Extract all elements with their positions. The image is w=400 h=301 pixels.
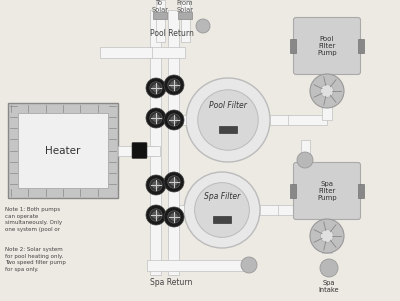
Text: Pool Filter: Pool Filter <box>209 101 247 110</box>
Circle shape <box>146 175 166 195</box>
Bar <box>290 39 296 53</box>
Bar <box>278 205 327 215</box>
FancyBboxPatch shape <box>294 163 360 219</box>
Bar <box>179 115 186 125</box>
Bar <box>358 184 364 198</box>
Circle shape <box>152 212 160 219</box>
Circle shape <box>170 178 178 185</box>
FancyBboxPatch shape <box>132 142 147 159</box>
Circle shape <box>186 78 270 162</box>
Bar <box>168 10 178 275</box>
Bar <box>288 115 327 125</box>
Circle shape <box>152 182 160 188</box>
Bar <box>322 73 332 108</box>
Bar <box>18 113 108 188</box>
Circle shape <box>152 85 160 92</box>
Bar <box>100 46 152 57</box>
Text: Spa
Intake: Spa Intake <box>319 280 339 293</box>
Bar <box>213 216 231 223</box>
Text: Note 1: Both pumps
can operate
simultaneously. Only
one system (pool or: Note 1: Both pumps can operate simultane… <box>5 207 62 232</box>
Circle shape <box>297 152 313 168</box>
Circle shape <box>168 176 180 188</box>
Bar <box>300 140 310 162</box>
Text: Pool
Intake: Pool Intake <box>298 171 318 184</box>
Circle shape <box>184 172 260 248</box>
Bar <box>358 39 364 53</box>
Bar <box>260 205 280 215</box>
Circle shape <box>168 79 180 91</box>
Bar <box>150 10 160 275</box>
Bar <box>147 46 185 57</box>
Text: Note 2: Solar system
for pool heating only.
Two speed filter pump
for spa only.: Note 2: Solar system for pool heating on… <box>5 247 66 272</box>
Circle shape <box>310 219 344 253</box>
Circle shape <box>150 179 162 191</box>
Bar <box>322 74 332 120</box>
Bar <box>180 0 190 42</box>
Bar <box>290 184 296 198</box>
Bar <box>135 145 160 156</box>
Circle shape <box>168 211 180 223</box>
Circle shape <box>164 110 184 130</box>
Bar <box>147 259 247 271</box>
Bar <box>156 0 164 42</box>
Text: To
Solar: To Solar <box>152 0 168 13</box>
Circle shape <box>170 116 178 123</box>
Circle shape <box>170 82 178 88</box>
Circle shape <box>196 19 210 33</box>
Circle shape <box>152 114 160 122</box>
Text: Pool Return: Pool Return <box>150 29 194 38</box>
Circle shape <box>150 209 162 221</box>
Circle shape <box>146 78 166 98</box>
Text: Spa Filter: Spa Filter <box>204 192 240 201</box>
Circle shape <box>150 82 162 94</box>
Circle shape <box>320 230 334 243</box>
Circle shape <box>164 172 184 192</box>
Circle shape <box>320 85 334 98</box>
Bar <box>322 218 332 253</box>
Text: Spa Return: Spa Return <box>150 278 192 287</box>
Circle shape <box>241 257 257 273</box>
Circle shape <box>170 213 178 221</box>
Text: Heater: Heater <box>45 145 81 156</box>
Circle shape <box>320 259 338 277</box>
Circle shape <box>310 74 344 108</box>
Circle shape <box>164 75 184 95</box>
Circle shape <box>168 114 180 126</box>
Circle shape <box>164 207 184 227</box>
Bar <box>322 210 332 219</box>
Circle shape <box>195 183 249 237</box>
Bar <box>219 126 237 133</box>
Bar <box>179 205 184 215</box>
FancyBboxPatch shape <box>294 17 360 75</box>
Circle shape <box>198 90 258 150</box>
Bar <box>178 12 192 19</box>
Text: Spa
Filter
Pump: Spa Filter Pump <box>317 181 337 201</box>
Text: From
Solar: From Solar <box>176 0 194 13</box>
Bar <box>118 145 155 156</box>
Bar <box>270 115 290 125</box>
Circle shape <box>146 205 166 225</box>
Bar <box>8 103 118 198</box>
Text: Pool
Filter
Pump: Pool Filter Pump <box>317 36 337 56</box>
Circle shape <box>150 112 162 124</box>
Circle shape <box>146 108 166 128</box>
Bar <box>153 12 167 19</box>
